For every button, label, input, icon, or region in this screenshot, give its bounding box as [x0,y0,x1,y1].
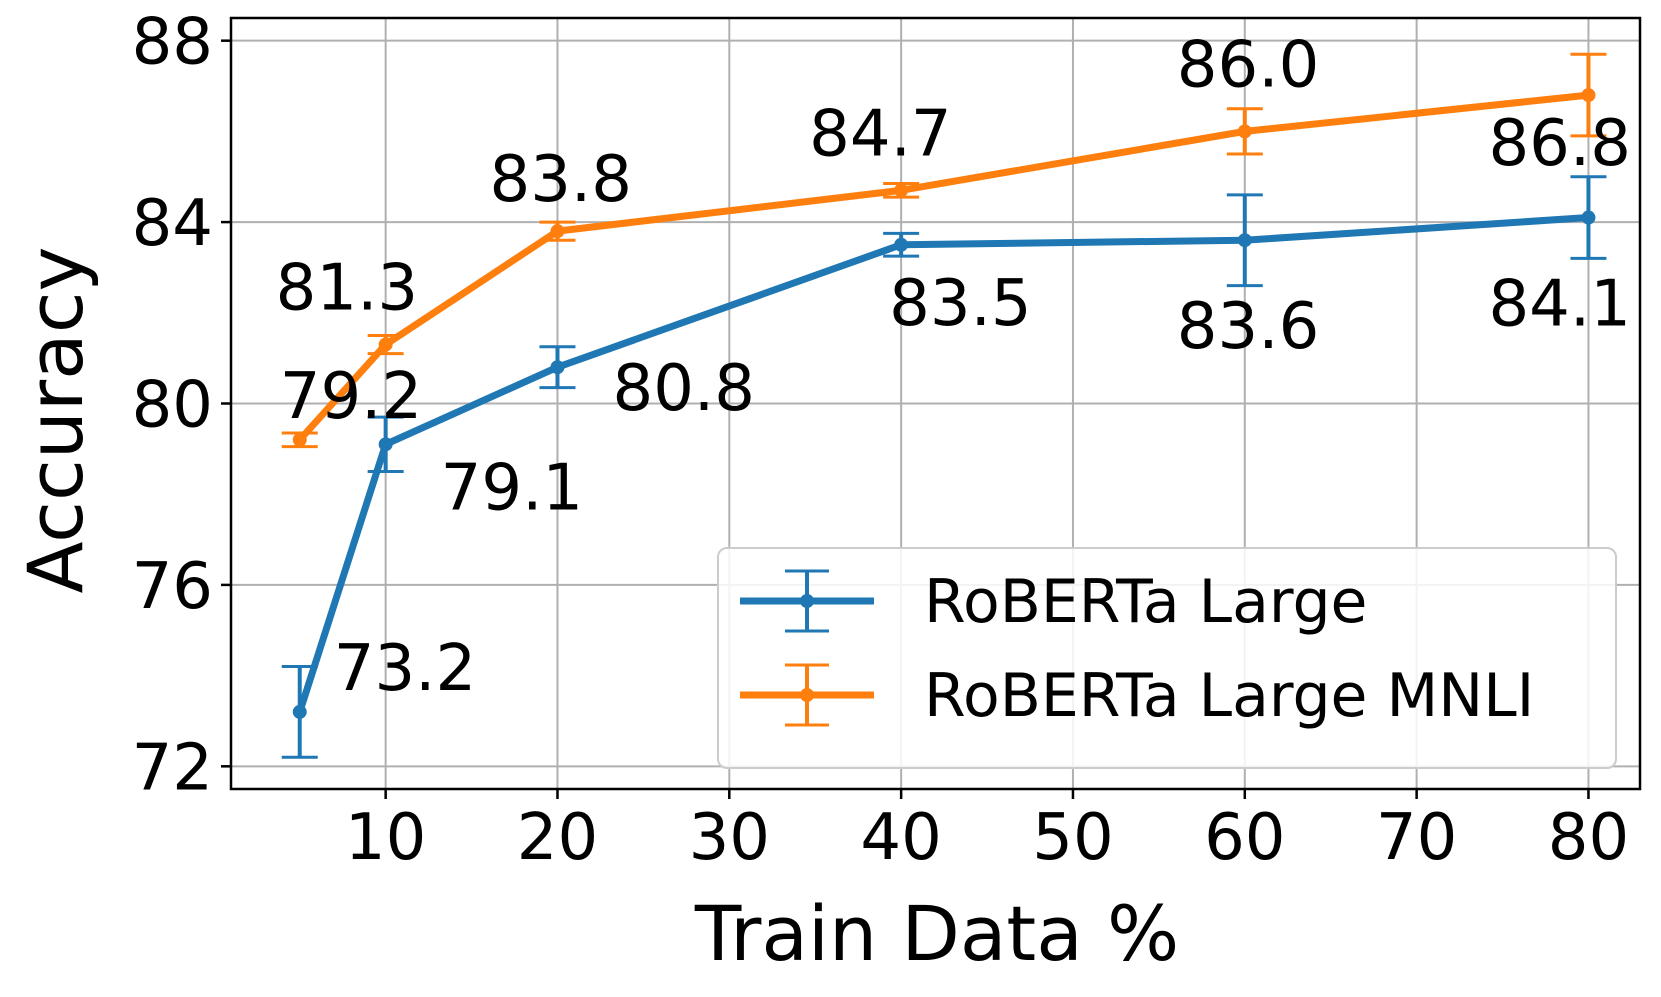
data-label: 79.1 [441,451,584,525]
x-tick-label: 80 [1548,801,1629,875]
data-label: 84.7 [809,97,952,171]
data-point [1237,233,1252,248]
x-tick-label: 60 [1204,801,1285,875]
data-point [378,437,393,452]
data-point [550,360,565,375]
x-tick-label: 20 [517,801,598,875]
data-label: 86.8 [1488,107,1631,181]
series-1 [281,52,1607,449]
data-label: 84.1 [1488,268,1631,342]
y-tick-label: 84 [132,187,213,261]
x-axis-label: Train Data % [694,889,1179,978]
y-tick-label: 88 [132,6,213,80]
data-label: 80.8 [612,352,755,426]
data-point [1237,124,1252,139]
data-point [1581,88,1596,103]
legend-label: RoBERTa Large MNLI [924,661,1534,731]
x-tick-label: 10 [345,801,426,875]
series-0 [281,175,1607,759]
x-tick-label: 70 [1376,801,1457,875]
legend-marker [800,594,814,608]
data-point [292,432,307,447]
legend-box [717,547,1617,769]
legend: RoBERTa Large RoBERTa Large MNLI [717,547,1617,769]
data-labels: 73.2 79.1 80.8 83.5 83.6 84.1 79.2 81.3 83.8 84.7… [276,28,1631,706]
series-line [296,91,1592,444]
data-label: 83.8 [489,143,631,217]
data-label: 81.3 [276,252,419,326]
data-label: 86.0 [1177,28,1320,102]
data-point [378,337,393,352]
legend-item: RoBERTa Large [740,567,1367,637]
data-point [550,224,565,239]
data-label: 73.2 [334,632,477,706]
x-tick-label: 50 [1032,801,1113,875]
legend-item: RoBERTa Large MNLI [740,661,1534,731]
legend-label: RoBERTa Large [924,567,1367,637]
y-tick-label: 76 [132,550,213,624]
data-point [894,237,909,252]
axes: 10 20 30 40 50 60 70 80 72 76 80 84 88 [132,6,1642,875]
x-tick-label: 40 [860,801,941,875]
data-label: 83.5 [889,267,1032,341]
y-axis-label: Accuracy [11,247,100,594]
y-tick-label: 72 [132,731,213,805]
data-point [1581,210,1596,225]
series-line [296,214,1592,716]
series [281,52,1607,759]
data-label: 79.2 [280,360,423,434]
y-tick-label: 80 [132,369,213,443]
legend-marker [800,688,814,702]
data-point [894,183,909,198]
data-label: 83.6 [1177,290,1320,364]
x-tick-label: 30 [689,801,770,875]
data-point [292,704,307,719]
